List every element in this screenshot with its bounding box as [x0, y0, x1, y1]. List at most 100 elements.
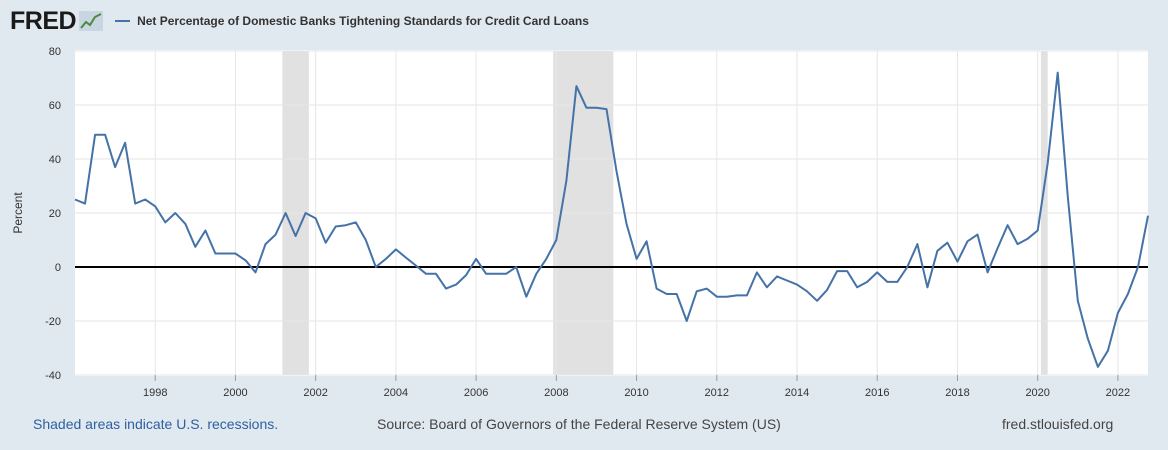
data-point[interactable] [674, 291, 680, 297]
data-point[interactable] [654, 286, 660, 292]
data-point[interactable] [1115, 310, 1121, 316]
data-point[interactable] [463, 272, 469, 278]
data-point[interactable] [413, 263, 419, 269]
data-point[interactable] [1045, 160, 1051, 166]
series-line[interactable] [74, 71, 1149, 368]
fred-logo[interactable]: FRED [10, 6, 77, 35]
data-point[interactable] [1125, 291, 1131, 297]
data-point[interactable] [523, 294, 529, 300]
data-point[interactable] [222, 251, 228, 257]
data-point[interactable] [1025, 236, 1031, 242]
data-point[interactable] [824, 287, 830, 293]
data-point[interactable] [453, 282, 459, 288]
data-point[interactable] [253, 269, 259, 275]
data-point[interactable] [503, 271, 509, 277]
data-point[interactable] [754, 269, 760, 275]
data-point[interactable] [954, 259, 960, 265]
data-point[interactable] [1005, 222, 1011, 228]
data-point[interactable] [794, 282, 800, 288]
data-point[interactable] [614, 168, 620, 174]
data-point[interactable] [924, 284, 930, 290]
data-point[interactable] [393, 246, 399, 252]
data-point[interactable] [1065, 194, 1071, 200]
data-point[interactable] [814, 298, 820, 304]
data-point[interactable] [102, 132, 108, 138]
data-point[interactable] [884, 279, 890, 285]
data-point[interactable] [283, 210, 289, 216]
data-point[interactable] [383, 256, 389, 262]
data-point[interactable] [493, 271, 499, 277]
data-point[interactable] [72, 197, 78, 203]
data-point[interactable] [513, 264, 519, 270]
data-point[interactable] [934, 248, 940, 254]
data-point[interactable] [1085, 336, 1091, 342]
data-point[interactable] [212, 251, 218, 257]
data-point[interactable] [363, 237, 369, 243]
data-point[interactable] [122, 140, 128, 146]
line-chart[interactable]: -40 -20 0 20 40 60 80 1998 2000 2002 2004 2006 2008… [0, 0, 1168, 410]
data-point[interactable] [192, 244, 198, 250]
data-point[interactable] [744, 292, 750, 298]
data-point[interactable] [854, 284, 860, 290]
data-point[interactable] [914, 241, 920, 247]
data-point[interactable] [1145, 213, 1151, 219]
data-point[interactable] [82, 201, 88, 207]
data-point[interactable] [894, 279, 900, 285]
data-point[interactable] [162, 219, 168, 225]
data-point[interactable] [323, 240, 329, 246]
data-point[interactable] [172, 210, 178, 216]
data-point[interactable] [533, 271, 539, 277]
data-point[interactable] [1075, 298, 1081, 304]
data-point[interactable] [112, 164, 118, 170]
data-point[interactable] [553, 237, 559, 243]
data-point[interactable] [644, 238, 650, 244]
data-point[interactable] [293, 233, 299, 239]
data-point[interactable] [684, 318, 690, 324]
data-point[interactable] [403, 255, 409, 261]
data-point[interactable] [333, 224, 339, 230]
data-point[interactable] [704, 286, 710, 292]
data-point[interactable] [423, 271, 429, 277]
data-point[interactable] [1135, 264, 1141, 270]
data-point[interactable] [874, 269, 880, 275]
data-point[interactable] [904, 264, 910, 270]
data-point[interactable] [313, 215, 319, 221]
data-point[interactable] [142, 197, 148, 203]
data-point[interactable] [694, 288, 700, 294]
data-point[interactable] [202, 228, 208, 234]
chart-title[interactable]: Net Percentage of Domestic Banks Tighten… [137, 14, 589, 28]
data-point[interactable] [232, 251, 238, 257]
data-point[interactable] [603, 106, 609, 112]
data-point[interactable] [343, 222, 349, 228]
site-link[interactable]: fred.stlouisfed.org [1002, 416, 1114, 432]
data-point[interactable] [834, 268, 840, 274]
data-point[interactable] [242, 257, 248, 263]
data-point[interactable] [483, 271, 489, 277]
data-point[interactable] [734, 292, 740, 298]
data-point[interactable] [975, 232, 981, 238]
data-point[interactable] [303, 210, 309, 216]
data-point[interactable] [152, 203, 158, 209]
data-point[interactable] [774, 273, 780, 279]
data-point[interactable] [263, 241, 269, 247]
data-point[interactable] [714, 294, 720, 300]
data-point[interactable] [844, 268, 850, 274]
data-point[interactable] [132, 201, 138, 207]
data-point[interactable] [273, 232, 279, 238]
data-point[interactable] [784, 278, 790, 284]
data-point[interactable] [864, 279, 870, 285]
data-point[interactable] [593, 105, 599, 111]
data-point[interactable] [353, 219, 359, 225]
data-point[interactable] [433, 271, 439, 277]
data-point[interactable] [373, 264, 379, 270]
data-point[interactable] [964, 238, 970, 244]
data-point[interactable] [1055, 70, 1061, 76]
data-point[interactable] [995, 245, 1001, 251]
data-point[interactable] [1015, 241, 1021, 247]
data-point[interactable] [624, 221, 630, 227]
data-point[interactable] [473, 256, 479, 262]
data-point[interactable] [573, 83, 579, 89]
data-point[interactable] [764, 284, 770, 290]
data-point[interactable] [1105, 348, 1111, 354]
data-point[interactable] [944, 240, 950, 246]
